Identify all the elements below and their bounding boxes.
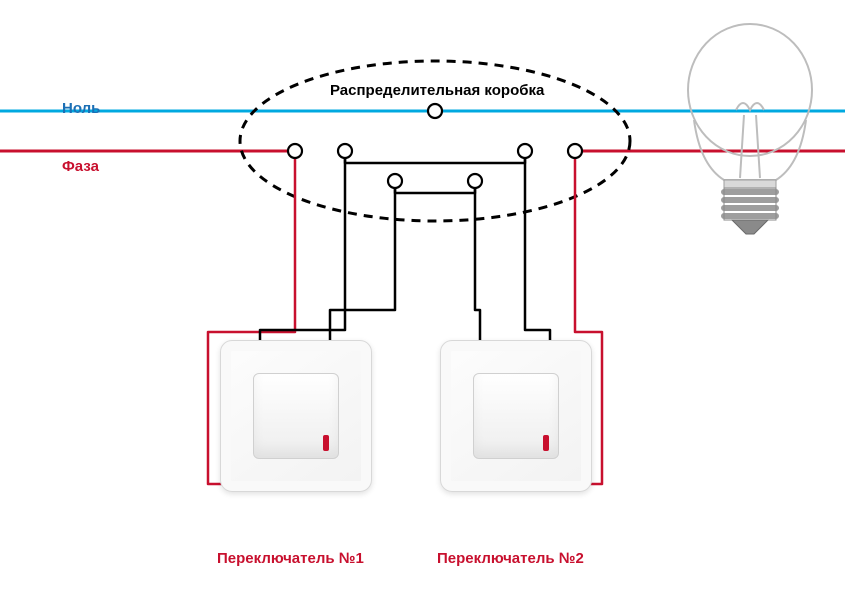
two-way-switch-2 <box>440 340 592 492</box>
two-way-switch-1 <box>220 340 372 492</box>
switch-indicator-icon <box>323 435 329 451</box>
switch-indicator-icon <box>543 435 549 451</box>
light-bulb <box>670 20 830 250</box>
switch-2-label: Переключатель №2 <box>437 550 584 567</box>
neutral-label: Ноль <box>62 100 100 117</box>
switch-1-label: Переключатель №1 <box>217 550 364 567</box>
phase-label: Фаза <box>62 158 99 175</box>
junction-box-label: Распределительная коробка <box>330 82 544 99</box>
